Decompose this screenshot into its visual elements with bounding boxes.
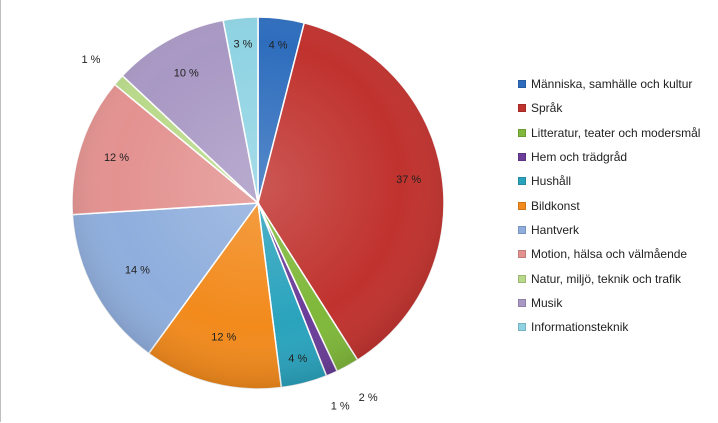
slice-label-11: 3 %	[233, 39, 252, 51]
legend-label: Bildkonst	[531, 198, 580, 213]
slice-label-5: 4 %	[288, 353, 307, 365]
slice-label-10: 10 %	[174, 68, 199, 80]
legend-label: Hem och trädgråd	[531, 150, 628, 165]
slice-label-6: 12 %	[211, 331, 236, 343]
legend-item-4: Hem och trädgråd	[518, 145, 718, 169]
legend-item-11: Informationsteknik	[518, 315, 718, 339]
legend-swatch	[518, 153, 526, 162]
legend-item-8: Motion, hälsa och välmående	[518, 242, 718, 266]
legend: Människa, samhälle och kultur Språk Litter…	[518, 72, 718, 339]
legend-swatch	[518, 104, 526, 113]
legend-item-6: Bildkonst	[518, 193, 718, 217]
slice-label-9: 1 %	[81, 54, 100, 66]
slice-label-7: 14 %	[125, 264, 150, 276]
legend-label: Informationsteknik	[531, 320, 629, 335]
legend-label: Natur, miljö, teknik och trafik	[531, 271, 682, 286]
legend-item-1: Människa, samhälle och kultur	[518, 72, 718, 96]
slice-label-1: 4 %	[269, 39, 288, 51]
slice-label-2: 37 %	[396, 174, 421, 186]
legend-label: Motion, hälsa och välmående	[531, 247, 688, 262]
legend-swatch	[518, 128, 526, 137]
slice-label-3: 2 %	[359, 392, 378, 404]
legend-swatch	[518, 177, 526, 186]
legend-swatch	[518, 274, 526, 283]
legend-swatch	[518, 298, 526, 307]
legend-swatch	[518, 80, 526, 89]
legend-item-10: Musik	[518, 291, 718, 315]
legend-item-2: Språk	[518, 96, 718, 120]
legend-item-3: Litteratur, teater och modersmål	[518, 121, 718, 145]
slice-label-8: 12 %	[104, 152, 129, 164]
legend-label: Hantverk	[531, 222, 580, 237]
legend-item-5: Hushåll	[518, 169, 718, 193]
legend-label: Språk	[531, 101, 563, 116]
legend-label: Musik	[531, 295, 563, 310]
legend-item-9: Natur, miljö, teknik och trafik	[518, 266, 718, 290]
slice-label-4: 1 %	[331, 401, 350, 413]
legend-label: Människa, samhälle och kultur	[531, 77, 693, 92]
legend-item-7: Hantverk	[518, 218, 718, 242]
legend-swatch	[518, 250, 526, 259]
legend-label: Hushåll	[531, 174, 572, 189]
legend-swatch	[518, 225, 526, 234]
legend-swatch	[518, 323, 526, 332]
legend-label: Litteratur, teater och modersmål	[531, 125, 701, 140]
legend-swatch	[518, 201, 526, 210]
